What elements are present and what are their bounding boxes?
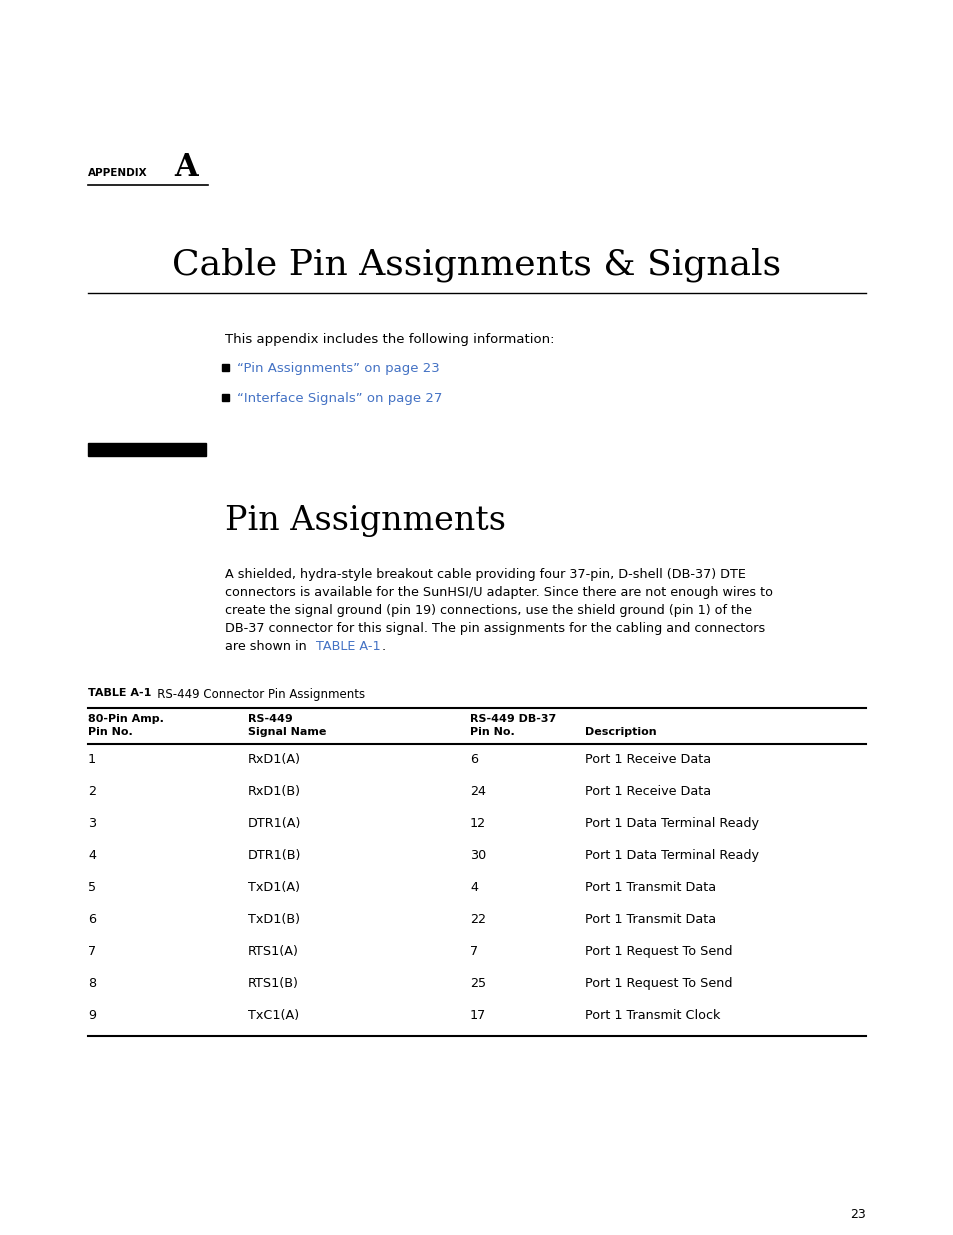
Text: Signal Name: Signal Name [248, 727, 326, 737]
Text: 9: 9 [88, 1009, 96, 1023]
Text: RS-449: RS-449 [248, 714, 293, 724]
Text: 7: 7 [88, 945, 96, 958]
Text: Port 1 Transmit Data: Port 1 Transmit Data [584, 881, 716, 894]
Text: 4: 4 [88, 848, 96, 862]
Text: 24: 24 [470, 785, 485, 798]
Text: 2: 2 [88, 785, 96, 798]
Text: “Interface Signals” on page 27: “Interface Signals” on page 27 [236, 391, 442, 405]
Text: Description: Description [584, 727, 656, 737]
Text: Pin Assignments: Pin Assignments [225, 505, 505, 537]
Text: RS-449 Connector Pin Assignments: RS-449 Connector Pin Assignments [146, 688, 365, 701]
Text: Cable Pin Assignments & Signals: Cable Pin Assignments & Signals [172, 248, 781, 283]
Text: “Pin Assignments” on page 23: “Pin Assignments” on page 23 [236, 362, 439, 375]
Text: TABLE A-1: TABLE A-1 [88, 688, 152, 698]
Text: Port 1 Request To Send: Port 1 Request To Send [584, 945, 732, 958]
Text: RTS1(B): RTS1(B) [248, 977, 298, 990]
Bar [88, 443, 206, 456]
Text: Port 1 Transmit Clock: Port 1 Transmit Clock [584, 1009, 720, 1023]
Text: RS-449 DB-37: RS-449 DB-37 [470, 714, 556, 724]
Text: are shown in: are shown in [225, 640, 311, 653]
Text: 6: 6 [470, 753, 477, 766]
Text: 3: 3 [88, 818, 96, 830]
Text: APPENDIX: APPENDIX [88, 168, 148, 178]
Text: 23: 23 [849, 1208, 865, 1221]
Text: Pin No.: Pin No. [88, 727, 132, 737]
Text: 22: 22 [470, 913, 485, 926]
Text: 80-Pin Amp.: 80-Pin Amp. [88, 714, 164, 724]
Text: Pin No.: Pin No. [470, 727, 515, 737]
Text: 4: 4 [470, 881, 477, 894]
Text: TxD1(A): TxD1(A) [248, 881, 299, 894]
Text: TxC1(A): TxC1(A) [248, 1009, 299, 1023]
Text: Port 1 Data Terminal Ready: Port 1 Data Terminal Ready [584, 848, 759, 862]
Text: DTR1(A): DTR1(A) [248, 818, 301, 830]
Text: 17: 17 [470, 1009, 486, 1023]
Text: RTS1(A): RTS1(A) [248, 945, 298, 958]
Bar [222, 364, 229, 370]
Text: .: . [381, 640, 386, 653]
Text: 5: 5 [88, 881, 96, 894]
Text: RxD1(B): RxD1(B) [248, 785, 301, 798]
Text: Port 1 Receive Data: Port 1 Receive Data [584, 753, 710, 766]
Text: 7: 7 [470, 945, 477, 958]
Text: create the signal ground (pin 19) connections, use the shield ground (pin 1) of : create the signal ground (pin 19) connec… [225, 604, 751, 618]
Text: TxD1(B): TxD1(B) [248, 913, 299, 926]
Text: Port 1 Request To Send: Port 1 Request To Send [584, 977, 732, 990]
Text: 8: 8 [88, 977, 96, 990]
Text: 25: 25 [470, 977, 486, 990]
Text: TABLE A-1: TABLE A-1 [315, 640, 380, 653]
Text: Port 1 Data Terminal Ready: Port 1 Data Terminal Ready [584, 818, 759, 830]
Text: 12: 12 [470, 818, 486, 830]
Text: This appendix includes the following information:: This appendix includes the following inf… [225, 333, 554, 346]
Text: 6: 6 [88, 913, 96, 926]
Text: 1: 1 [88, 753, 96, 766]
Text: Port 1 Receive Data: Port 1 Receive Data [584, 785, 710, 798]
Text: A: A [173, 152, 197, 183]
Text: DB-37 connector for this signal. The pin assignments for the cabling and connect: DB-37 connector for this signal. The pin… [225, 622, 764, 635]
Text: DTR1(B): DTR1(B) [248, 848, 301, 862]
Text: connectors is available for the SunHSI/U adapter. Since there are not enough wir: connectors is available for the SunHSI/U… [225, 585, 772, 599]
Text: A shielded, hydra-style breakout cable providing four 37-pin, D-shell (DB-37) DT: A shielded, hydra-style breakout cable p… [225, 568, 745, 580]
Text: RxD1(A): RxD1(A) [248, 753, 301, 766]
Bar [222, 394, 229, 401]
Text: 30: 30 [470, 848, 486, 862]
Text: Port 1 Transmit Data: Port 1 Transmit Data [584, 913, 716, 926]
